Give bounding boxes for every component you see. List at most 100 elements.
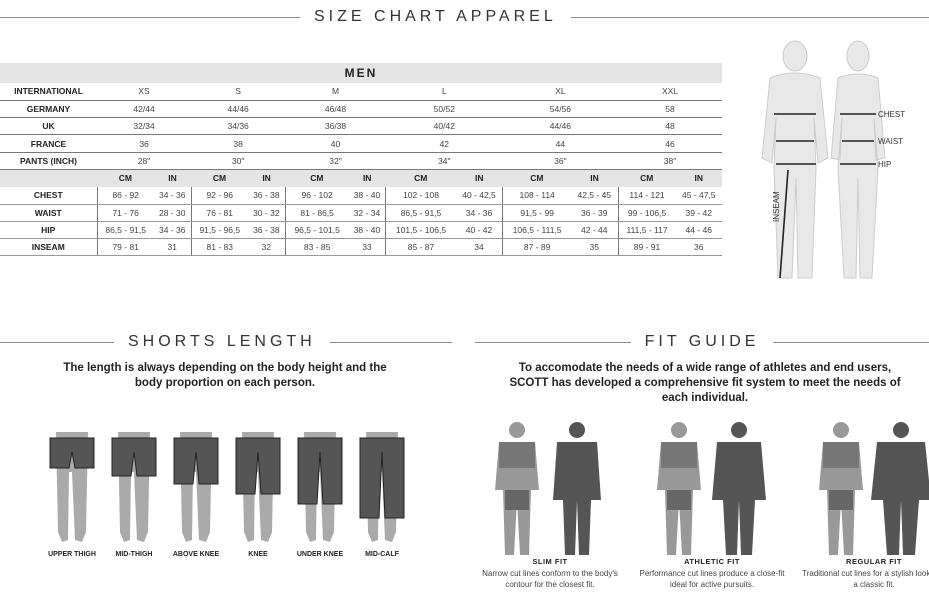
table-row: INSEAM 79 - 81 31 81 - 83 32 83 - 85 33 85 - 87… [0, 238, 722, 257]
table-cell: 28" [97, 152, 192, 170]
table-cell: 83 - 85 [284, 238, 349, 257]
table-cell: 101,5 - 106,5 [385, 221, 456, 240]
table-cell: 38 - 40 [348, 186, 386, 205]
table-cell: XL [502, 83, 619, 101]
row-label: UK [0, 117, 97, 136]
table-cell: 87 - 89 [502, 238, 571, 257]
table-cell: 36/38 [285, 117, 386, 136]
body-figures [761, 40, 886, 279]
waist-label: WAIST [878, 137, 904, 146]
table-cell: 81 - 83 [190, 238, 248, 257]
table-cell: 28 - 30 [153, 204, 192, 222]
shorts-title: SHORTS LENGTH [128, 333, 316, 350]
table-cell: S [191, 83, 286, 101]
shorts-title-bar: SHORTS LENGTH [0, 333, 452, 351]
table-cell: 31 [153, 238, 192, 257]
shorts-figure-icon [359, 432, 405, 542]
fit-title-bar: FIT GUIDE [475, 333, 929, 351]
table-cell: 96 - 102 [284, 186, 349, 205]
table-cell: 50/52 [385, 100, 503, 119]
table-cell: 38 [191, 134, 286, 153]
table-cell: 91,5 - 99 [502, 204, 571, 222]
table-cell: 42,5 - 45 [570, 186, 619, 205]
table-cell: 102 - 108 [385, 186, 456, 205]
table-cell: 42/44 [97, 100, 192, 119]
chest-label: CHEST [878, 110, 906, 119]
table-cell: 35 [570, 238, 619, 257]
table-cell: 46/48 [285, 100, 386, 119]
table-cell: 42 - 44 [570, 221, 619, 240]
fit-caption: ATHLETIC FIT Performance cut lines produc… [637, 556, 787, 590]
row-label: FRANCE [0, 134, 97, 153]
table-cell: 36 - 38 [247, 221, 286, 240]
table-cell: 34 - 36 [455, 204, 503, 222]
table-cell: 114 - 121 [617, 186, 676, 205]
shorts-text: The length is always depending on the bo… [63, 362, 387, 389]
row-label: CHEST [0, 186, 97, 205]
table-cell: 111,5 - 117 [617, 221, 676, 240]
table-cell: 44 [502, 134, 619, 153]
table-cell: 30" [191, 152, 286, 170]
table-cell: 34/36 [191, 117, 286, 136]
table-cell: 34" [385, 152, 503, 170]
table-cell: 44/46 [191, 100, 286, 119]
unit-cm: CM [385, 169, 456, 187]
table-cell: 34 [455, 238, 503, 257]
table-cell: 40 - 42 [455, 221, 503, 240]
table-cell: L [385, 83, 503, 101]
table-cell: 38" [618, 152, 722, 170]
table-row: FRANCE 36 38 40 42 44 46 [0, 134, 722, 153]
table-cell: 58 [618, 100, 722, 119]
table-cell: 44/46 [502, 117, 619, 136]
shorts-length-label: ABOVE KNEE [172, 551, 220, 558]
table-cell: 86 - 92 [96, 186, 154, 205]
table-row: HIP 86,5 - 91,5 34 - 36 91,5 - 96,5 36 - 38 9… [0, 221, 722, 240]
unit-cm: CM [502, 169, 571, 187]
table-cell: 42 [385, 134, 503, 153]
shorts-figure-icon [49, 432, 95, 542]
page-title: SIZE CHART APPAREL [314, 8, 557, 25]
fit-name: ATHLETIC FIT [684, 557, 740, 566]
table-cell: 79 - 81 [96, 238, 154, 257]
unit-cm: CM [191, 169, 248, 187]
table-cell: 108 - 114 [502, 186, 571, 205]
table-cell: 34 - 36 [153, 221, 192, 240]
fit-figures-icon [819, 422, 929, 555]
unit-in: IN [247, 169, 286, 187]
fit-figures-icon [657, 422, 766, 555]
table-cell: 32" [285, 152, 386, 170]
hip-label: HIP [878, 160, 892, 169]
table-cell: 76 - 81 [190, 204, 248, 222]
table-row: UK 32/34 34/36 36/38 40/42 44/46 48 [0, 117, 722, 136]
shorts-figure-icon [297, 432, 343, 542]
fit-name: REGULAR FIT [846, 557, 902, 566]
shorts-length-label: KNEE [248, 551, 268, 558]
table-cell: 106,5 - 111,5 [502, 221, 571, 240]
table-cell: 99 - 106,5 [617, 204, 676, 222]
table-row: GERMANY 42/44 44/46 46/48 50/52 54/56 58 [0, 100, 722, 119]
table-cell: 81 - 86,5 [284, 204, 349, 222]
fit-desc: Narrow cut lines conform to the body's c… [482, 569, 618, 589]
row-label: HIP [0, 221, 97, 240]
table-row: WAIST 71 - 76 28 - 30 76 - 81 30 - 32 81 - 86… [0, 204, 722, 222]
table-cell: 40 [285, 134, 386, 153]
row-label: INSEAM [0, 238, 97, 257]
shorts-length-label: MID-THIGH [115, 551, 153, 558]
unit-cm: CM [618, 169, 676, 187]
table-cell: 89 - 91 [617, 238, 676, 257]
fit-name: SLIM FIT [532, 557, 568, 566]
table-cell: 32/34 [97, 117, 192, 136]
table-cell: 45 - 47,5 [675, 186, 722, 205]
fit-figures-icon [495, 422, 601, 555]
table-cell: 91,5 - 96,5 [190, 221, 248, 240]
fit-text: To accomodate the needs of a wide range … [509, 362, 901, 404]
table-cell: XXL [618, 83, 722, 101]
table-cell: 86,5 - 91,5 [96, 221, 154, 240]
table-cell: 32 - 34 [348, 204, 386, 222]
shorts-figure-icon [235, 432, 281, 542]
size-chart-title-bar: SIZE CHART APPAREL [0, 8, 929, 26]
men-header: MEN [0, 63, 722, 83]
row-label: WAIST [0, 204, 97, 222]
table-cell: 34 - 36 [153, 186, 192, 205]
table-cell: M [285, 83, 386, 101]
